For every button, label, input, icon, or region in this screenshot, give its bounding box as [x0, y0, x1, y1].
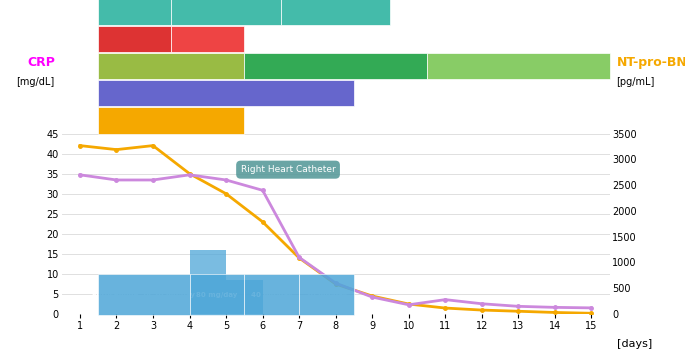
Text: CTRX 2 g/day: CTRX 2 g/day — [141, 62, 201, 71]
Text: 0.1γ: 0.1γ — [198, 35, 218, 44]
Bar — [226, 280, 262, 314]
Text: Noradrenaline 0.2γ: Noradrenaline 0.2γ — [91, 35, 179, 44]
Text: Furosemide  IV 20 mg/day: Furosemide IV 20 mg/day — [92, 292, 195, 298]
Text: MNZ 1500 mg/day  +  CLDM 1800 mg/day: MNZ 1500 mg/day + CLDM 1800 mg/day — [134, 89, 319, 98]
Text: CFPM 3 g/day: CFPM 3 g/day — [305, 62, 366, 71]
Text: 20 mg/day: 20 mg/day — [306, 292, 347, 298]
Text: 80 mg/day: 80 mg/day — [196, 292, 238, 298]
Text: [days]: [days] — [616, 339, 651, 349]
Bar — [190, 250, 226, 314]
Text: [pg/mL]: [pg/mL] — [616, 78, 655, 87]
Text: AMPC 12 g / day: AMPC 12 g / day — [135, 116, 208, 125]
Text: [mg/dL]: [mg/dL] — [16, 78, 55, 87]
Text: CRP: CRP — [27, 56, 55, 69]
Text: High Flow NC: High Flow NC — [196, 8, 256, 17]
Text: NT-pro-BNP: NT-pro-BNP — [616, 56, 685, 69]
Text: 40 mg/day: 40 mg/day — [251, 292, 292, 298]
Text: CEZ 6 g/day: CEZ 6 g/day — [492, 62, 545, 71]
Text: Nasal Cannula (NC): Nasal Cannula (NC) — [292, 8, 379, 17]
Text: Right Heart Catheter: Right Heart Catheter — [240, 165, 336, 174]
Text: Nasal Cannula (NC): Nasal Cannula (NC) — [91, 8, 179, 17]
